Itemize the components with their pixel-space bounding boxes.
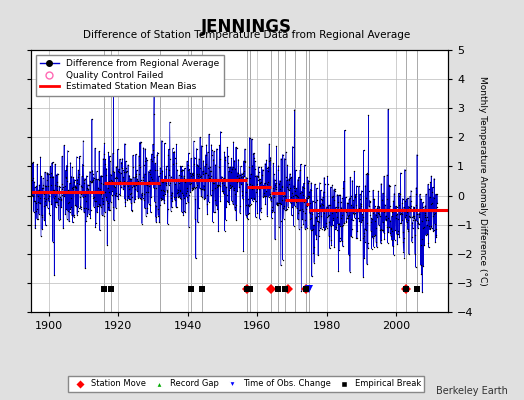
Text: JENNINGS: JENNINGS <box>201 18 292 36</box>
Y-axis label: Monthly Temperature Anomaly Difference (°C): Monthly Temperature Anomaly Difference (… <box>478 76 487 286</box>
Text: Difference of Station Temperature Data from Regional Average: Difference of Station Temperature Data f… <box>83 30 410 40</box>
Legend: Station Move, Record Gap, Time of Obs. Change, Empirical Break: Station Move, Record Gap, Time of Obs. C… <box>68 376 424 392</box>
Text: Berkeley Earth: Berkeley Earth <box>436 386 508 396</box>
Legend: Difference from Regional Average, Quality Control Failed, Estimated Station Mean: Difference from Regional Average, Qualit… <box>36 54 224 96</box>
